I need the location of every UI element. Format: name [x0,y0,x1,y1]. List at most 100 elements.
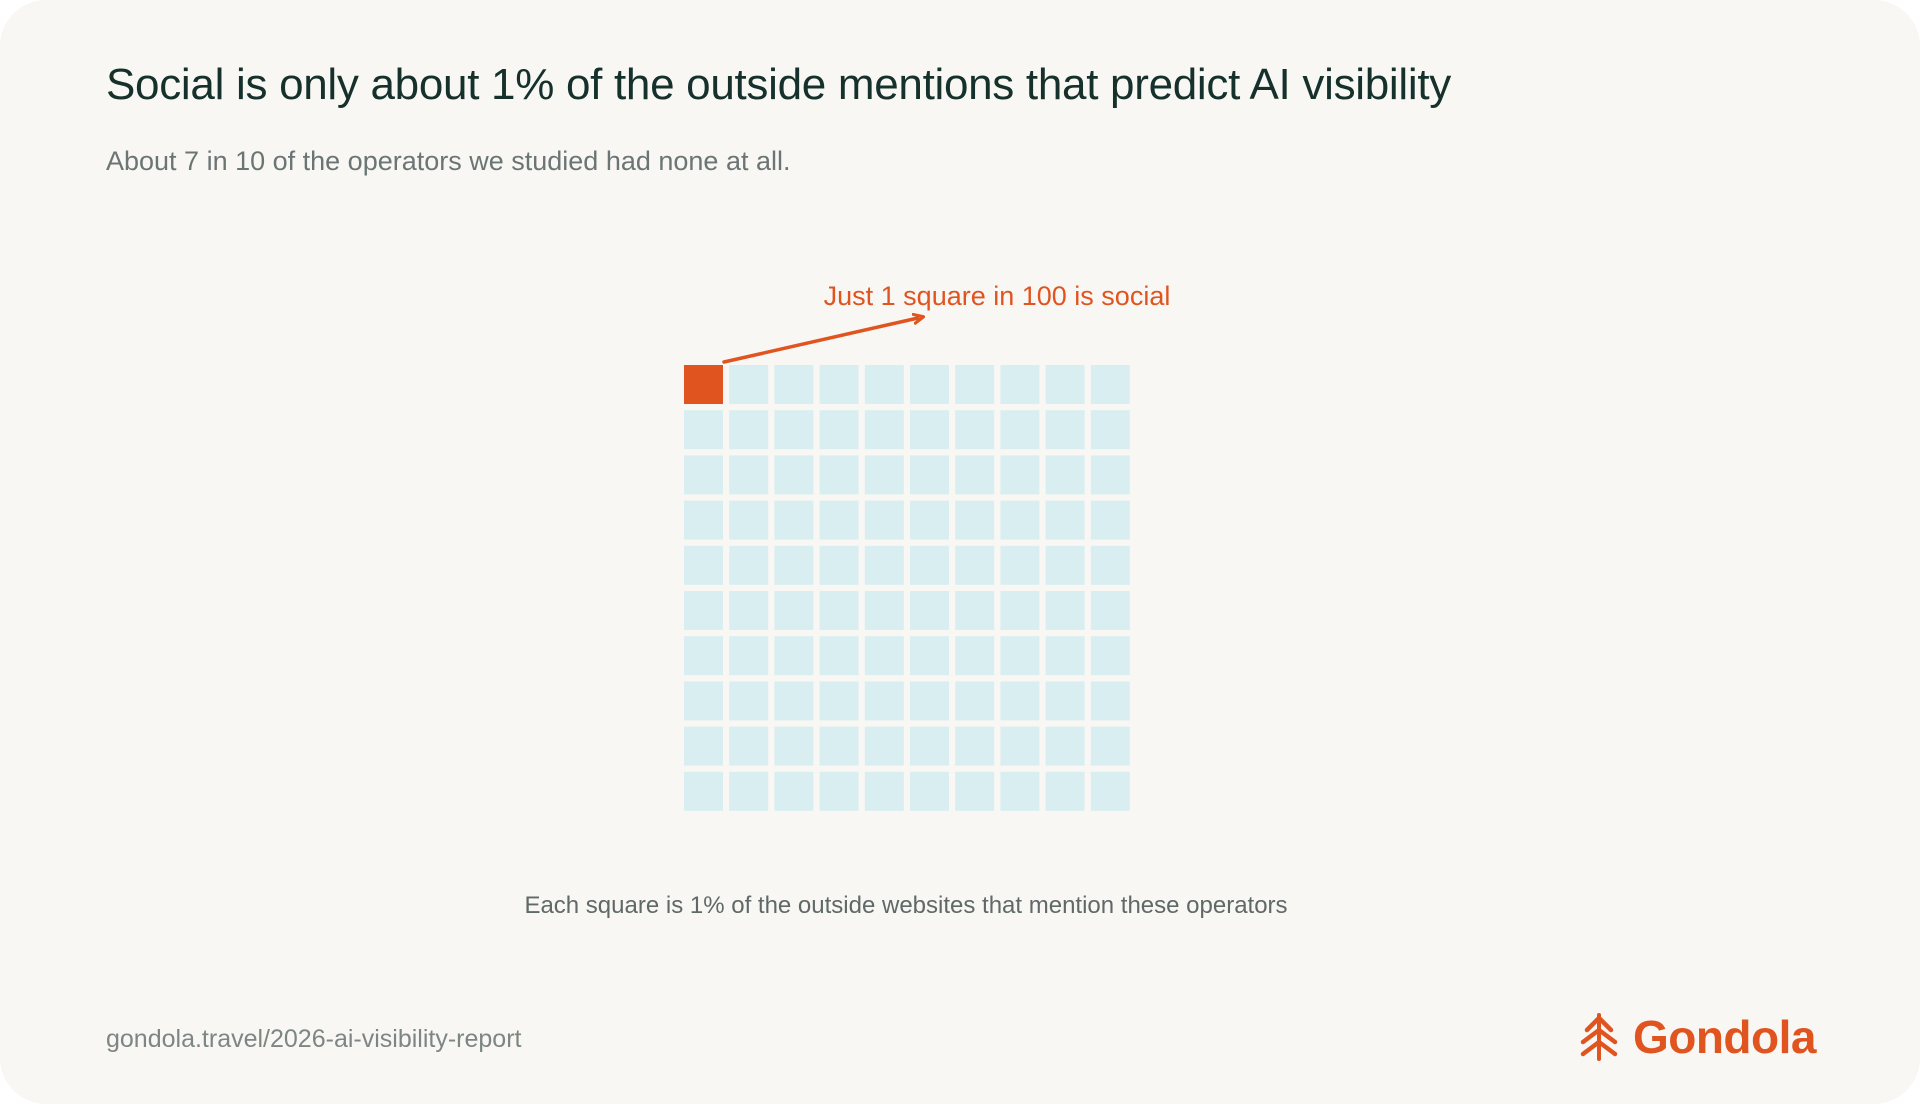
waffle-cell [819,636,859,676]
waffle-cell [1090,365,1130,404]
waffle-cell [1000,545,1040,585]
waffle-cell [955,545,995,585]
waffle-cell [1090,726,1130,766]
waffle-cell [729,681,769,721]
page-title: Social is only about 1% of the outside m… [106,60,1451,109]
waffle-cell [684,726,723,766]
waffle-cell [819,410,859,450]
waffle-cell [774,771,814,811]
waffle-cell [684,500,723,540]
waffle-cell [729,410,769,450]
waffle-cell [910,365,949,404]
page-subtitle: About 7 in 10 of the operators we studie… [106,146,791,176]
brand-logo: Gondola [1579,1010,1817,1064]
waffle-cell [955,591,995,630]
report-url[interactable]: gondola.travel/2026-ai-visibility-report [106,1025,522,1053]
waffle-cell [1045,636,1085,676]
waffle-cell [910,410,949,450]
waffle-cell [774,545,814,585]
waffle-cell [910,771,949,811]
waffle-cell [774,726,814,766]
waffle-cell [729,500,769,540]
waffle-cell [684,681,723,721]
waffle-cell [1045,455,1085,495]
waffle-cell [955,681,995,721]
waffle-cell [774,365,814,404]
waffle-cell [864,500,904,540]
waffle-cell [1000,681,1040,721]
waffle-cell [864,365,904,404]
waffle-cell [1000,410,1040,450]
annotation-arrow [722,318,918,364]
waffle-cell [819,545,859,585]
waffle-cell [864,726,904,766]
waffle-cell [684,455,723,495]
waffle-cell [774,681,814,721]
waffle-cell [864,636,904,676]
waffle-cell [729,365,769,404]
waffle-cell [864,591,904,630]
waffle-cell [910,636,949,676]
waffle-cell [1000,636,1040,676]
waffle-cell [684,771,723,811]
waffle-cell [819,681,859,721]
waffle-cell [1045,545,1085,585]
waffle-cell [864,545,904,585]
waffle-cell [864,410,904,450]
waffle-cell [1045,726,1085,766]
waffle-cell [819,726,859,766]
waffle-cell [819,500,859,540]
waffle-cell [864,771,904,811]
waffle-cell [1090,681,1130,721]
waffle-cell [774,455,814,495]
waffle-cell [1000,726,1040,766]
brand-name: Gondola [1632,1011,1817,1063]
waffle-cell [684,591,723,630]
waffle-cell [1045,410,1085,450]
waffle-cell [1045,771,1085,811]
waffle-cell [955,726,995,766]
waffle-cell [729,591,769,630]
waffle-cell [910,455,949,495]
waffle-cell [1000,365,1040,404]
waffle-cell [819,771,859,811]
waffle-cell [955,636,995,676]
waffle-cell [1090,636,1130,676]
waffle-cell [1090,545,1130,585]
waffle-cell [729,771,769,811]
waffle-cell [819,365,859,404]
waffle-cell [955,365,995,404]
waffle-cell [1090,410,1130,450]
waffle-cell [910,681,949,721]
waffle-cell [684,410,723,450]
waffle-cell [864,681,904,721]
waffle-cell [1045,591,1085,630]
waffle-cell [1000,771,1040,811]
waffle-cell [819,591,859,630]
waffle-cell [684,636,723,676]
waffle-cell [1000,500,1040,540]
waffle-cell [684,545,723,585]
waffle-cell [729,455,769,495]
waffle-cell [910,545,949,585]
waffle-cell [774,591,814,630]
waffle-cell [1090,591,1130,630]
waffle-cell [1090,455,1130,495]
waffle-cell [1045,500,1085,540]
waffle-cell [1000,455,1040,495]
waffle-cell [774,636,814,676]
waffle-cell [774,410,814,450]
waffle-cell [1045,681,1085,721]
gondola-logo-icon [1580,1013,1618,1061]
waffle-cell [774,500,814,540]
waffle-cell [910,591,949,630]
waffle-cell [1090,771,1130,811]
waffle-cell [819,455,859,495]
chart-caption: Each square is 1% of the outside website… [524,892,1287,919]
waffle-cell [729,545,769,585]
waffle-cell [955,410,995,450]
waffle-cell [955,500,995,540]
waffle-cell [1000,591,1040,630]
